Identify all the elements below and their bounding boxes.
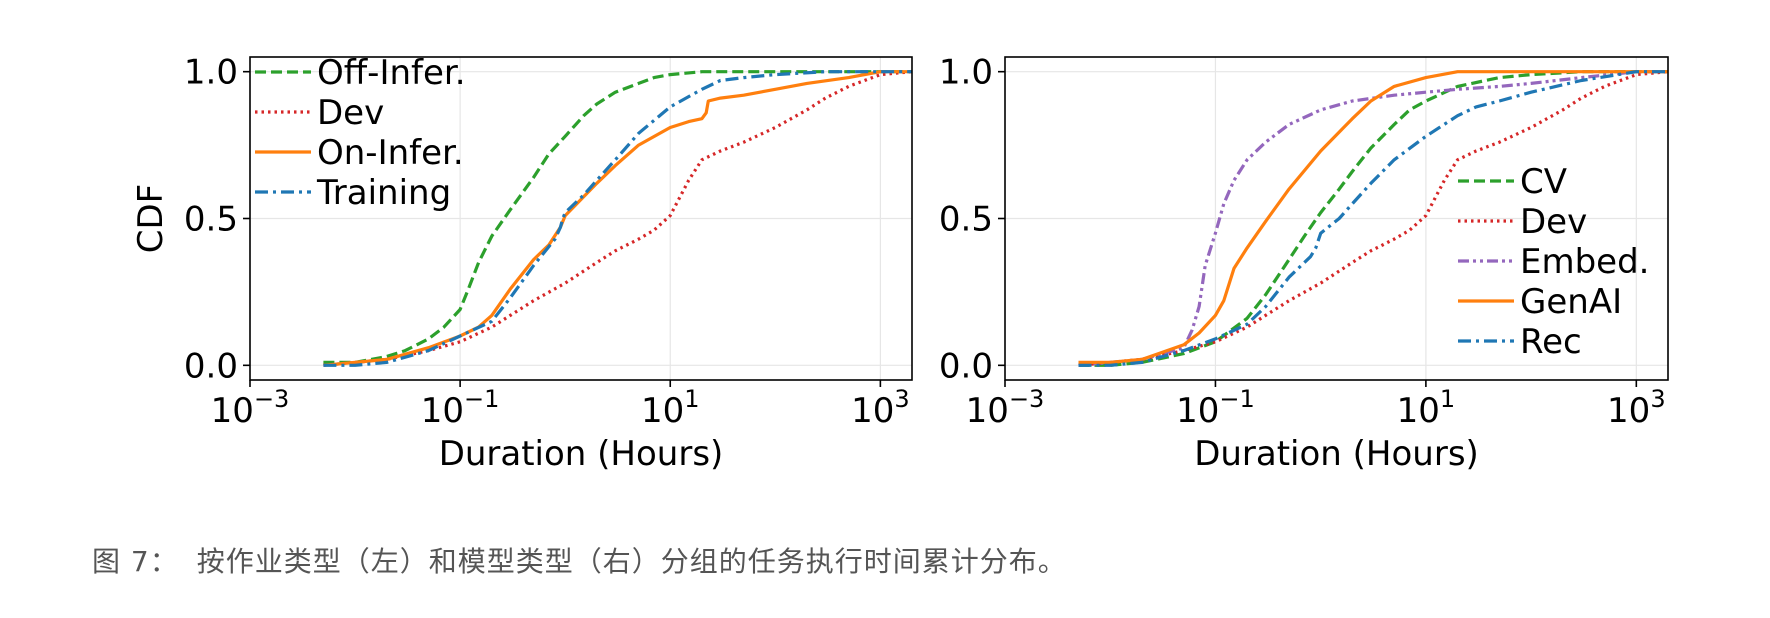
legend-label: Training	[316, 173, 451, 213]
x-axis-label: Duration (Hours)	[439, 434, 724, 474]
legend-label: CV	[1520, 162, 1567, 202]
legend-label: Off-Infer.	[317, 53, 466, 93]
x-tick-label: 10−1	[1176, 385, 1255, 431]
x-tick-label: 10−3	[966, 385, 1045, 431]
figure-caption: 图 7： 按作业类型（左）和模型类型（右）分组的任务执行时间累计分布。	[92, 540, 1085, 580]
x-tick-label: 10−1	[421, 385, 500, 431]
legend-label: Embed.	[1520, 242, 1650, 282]
x-axis-label: Duration (Hours)	[1194, 434, 1479, 474]
series-line-off-infer-	[323, 70, 912, 364]
figure: 10−3 10−1 101 103 0.0 0.5 1.0 Duration (Hours) C…	[131, 53, 1669, 474]
y-tick-label: 1.0	[939, 53, 993, 93]
chart-panel-left: 10−3 10−1 101 103 0.0 0.5 1.0 Duration (Hours) C…	[131, 53, 913, 474]
series-line-training	[323, 70, 912, 367]
y-axis-label: CDF	[131, 184, 171, 253]
legend-label: Dev	[317, 93, 384, 133]
legend-label: GenAI	[1520, 282, 1622, 322]
y-tick-label: 0.0	[184, 346, 238, 386]
caption-text: 按作业类型（左）和模型类型（右）分组的任务执行时间累计分布。	[196, 545, 1067, 578]
x-tick-label: 101	[641, 385, 700, 431]
series-line-genai	[1078, 70, 1668, 364]
y-tick-label: 0.5	[184, 200, 238, 240]
x-tick-label: 103	[851, 385, 910, 431]
x-tick-label: 103	[1607, 385, 1666, 431]
x-tick-label: 101	[1397, 385, 1456, 431]
legend-label: On-Infer.	[317, 133, 464, 173]
y-tick-label: 0.0	[939, 346, 993, 386]
y-tick-label: 1.0	[184, 53, 238, 93]
y-tick-label: 0.5	[939, 200, 993, 240]
series-line-embed-	[1078, 70, 1668, 367]
legend-label: Dev	[1520, 202, 1587, 242]
chart-panel-right: 10−3 10−1 101 103 0.0 0.5 1.0 Duration (Hours) C…	[939, 53, 1669, 474]
caption-label: 图 7：	[92, 545, 179, 578]
x-tick-label: 10−3	[211, 385, 290, 431]
legend-label: Rec	[1520, 322, 1582, 362]
series-line-rec	[1078, 70, 1668, 367]
